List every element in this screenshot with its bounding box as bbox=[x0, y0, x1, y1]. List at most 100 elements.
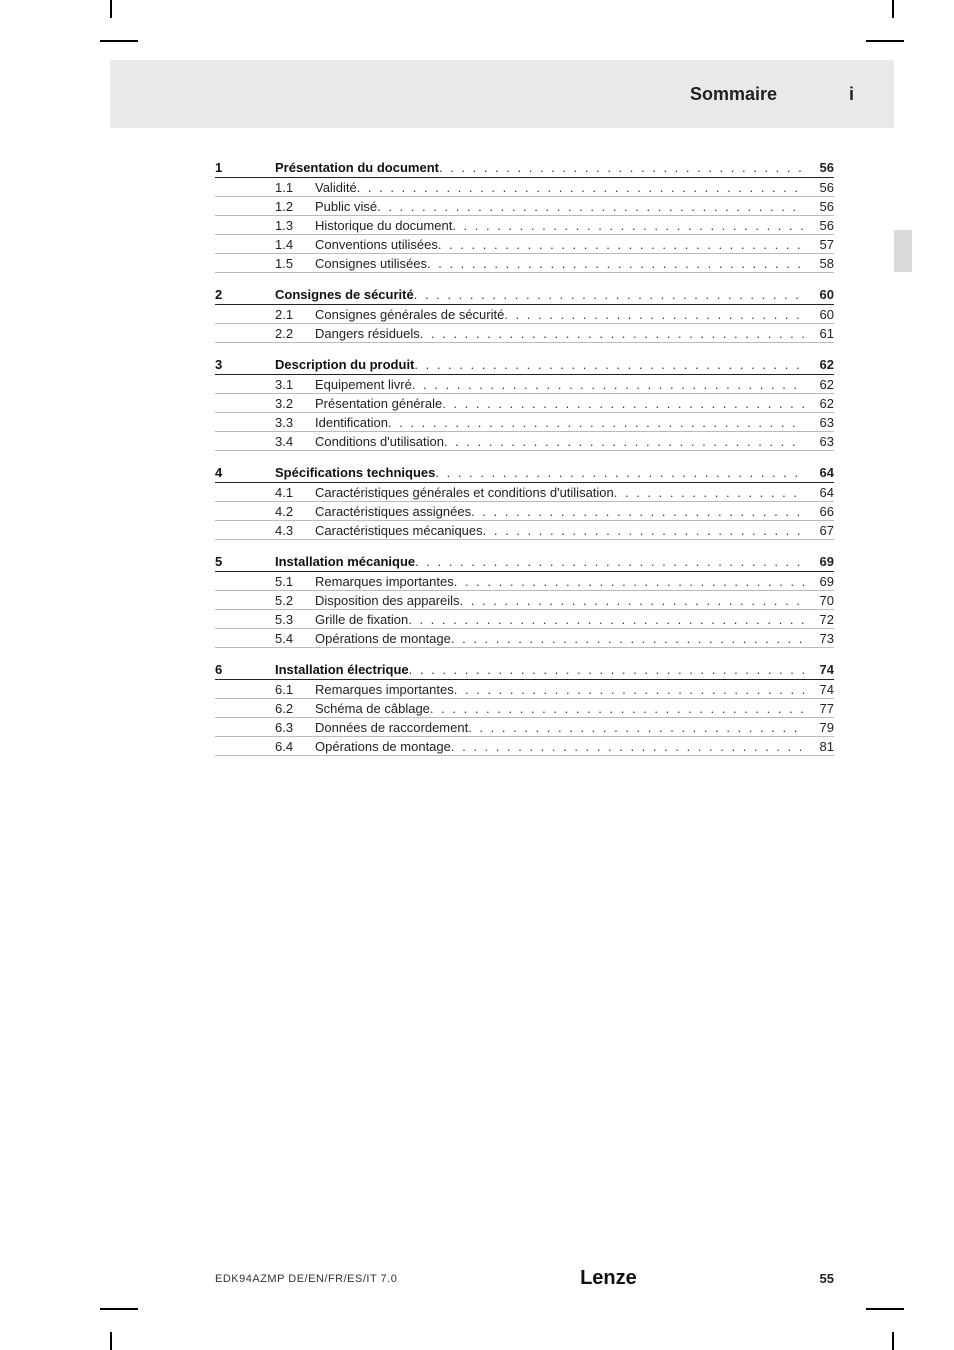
toc-sub-number: 5.1 bbox=[275, 574, 315, 589]
page: Sommaire i 1Présentation du document561.… bbox=[0, 0, 954, 1350]
toc-sub-row[interactable]: 1.1Validité56 bbox=[215, 178, 834, 197]
toc-chapter-row[interactable]: 5Installation mécanique69 bbox=[215, 554, 834, 572]
toc-sub-page: 62 bbox=[804, 396, 834, 411]
toc-chapter-title: Spécifications techniques bbox=[275, 465, 435, 480]
toc-sub-row[interactable]: 6.2Schéma de câblage77 bbox=[215, 699, 834, 718]
toc-sub-number: 6.3 bbox=[275, 720, 315, 735]
toc-leader-dots bbox=[430, 701, 804, 716]
footer-doc-ref: EDK94AZMP DE/EN/FR/ES/IT 7.0 bbox=[215, 1273, 397, 1285]
toc-sub-row[interactable]: 4.3Caractéristiques mécaniques 67 bbox=[215, 521, 834, 540]
toc-sub-row[interactable]: 6.4Opérations de montage81 bbox=[215, 737, 834, 756]
toc-chapter-number: 5 bbox=[215, 554, 275, 569]
header-title: Sommaire bbox=[690, 84, 777, 105]
toc-sub-page: 67 bbox=[804, 523, 834, 538]
toc-sub-page: 73 bbox=[804, 631, 834, 646]
toc-sub-title: Dangers résiduels bbox=[315, 326, 420, 341]
toc-sub-number: 4.3 bbox=[275, 523, 315, 538]
toc-leader-dots bbox=[468, 720, 804, 735]
toc-sub-row[interactable]: 3.3Identification63 bbox=[215, 413, 834, 432]
toc-sub-number: 2.2 bbox=[275, 326, 315, 341]
toc-leader-dots bbox=[357, 180, 804, 195]
toc-sub-row[interactable]: 1.4Conventions utilisées57 bbox=[215, 235, 834, 254]
toc-sub-title: Opérations de montage bbox=[315, 631, 451, 646]
toc-chapter: 3Description du produit623.1Equipement l… bbox=[215, 357, 834, 451]
toc-chapter-number: 4 bbox=[215, 465, 275, 480]
footer: EDK94AZMP DE/EN/FR/ES/IT 7.0 Lenze 55 bbox=[215, 1267, 834, 1290]
crop-mark bbox=[100, 40, 138, 42]
toc-leader-dots bbox=[420, 326, 804, 341]
toc-sub-row[interactable]: 2.1Consignes générales de sécurité60 bbox=[215, 305, 834, 324]
toc-sub-title: Consignes utilisées bbox=[315, 256, 427, 271]
toc-sub-page: 74 bbox=[804, 682, 834, 697]
toc-chapter-number: 1 bbox=[215, 160, 275, 175]
toc-sub-page: 79 bbox=[804, 720, 834, 735]
toc-sub-title: Caractéristiques générales et conditions… bbox=[315, 485, 614, 500]
toc-sub-row[interactable]: 1.2Public visé56 bbox=[215, 197, 834, 216]
toc-sub-number: 1.5 bbox=[275, 256, 315, 271]
toc-leader-dots bbox=[377, 199, 804, 214]
toc-leader-dots bbox=[460, 593, 804, 608]
toc-leader-dots bbox=[454, 682, 804, 697]
toc-sub-page: 72 bbox=[804, 612, 834, 627]
toc-sub-title: Remarques importantes bbox=[315, 682, 454, 697]
toc-sub-row[interactable]: 6.1Remarques importantes74 bbox=[215, 680, 834, 699]
toc-leader-dots bbox=[388, 415, 804, 430]
toc-leader-dots bbox=[442, 396, 804, 411]
toc-sub-number: 6.4 bbox=[275, 739, 315, 754]
toc-sub-number: 3.2 bbox=[275, 396, 315, 411]
toc-leader-dots bbox=[504, 307, 804, 322]
toc-sub-page: 66 bbox=[804, 504, 834, 519]
toc-sub-row[interactable]: 1.3Historique du document56 bbox=[215, 216, 834, 235]
toc-sub-row[interactable]: 4.1Caractéristiques générales et conditi… bbox=[215, 483, 834, 502]
toc-sub-row[interactable]: 4.2Caractéristiques assignées 66 bbox=[215, 502, 834, 521]
toc-leader-dots bbox=[427, 256, 804, 271]
toc-sub-title: Opérations de montage bbox=[315, 739, 451, 754]
toc-chapter-page: 62 bbox=[804, 357, 834, 372]
toc-chapter-row[interactable]: 2Consignes de sécurité60 bbox=[215, 287, 834, 305]
toc-chapter-page: 60 bbox=[804, 287, 834, 302]
toc-leader-dots bbox=[408, 612, 804, 627]
toc-chapter-row[interactable]: 3Description du produit62 bbox=[215, 357, 834, 375]
toc-sub-number: 4.2 bbox=[275, 504, 315, 519]
toc-leader-dots bbox=[614, 485, 804, 500]
toc-chapter-page: 69 bbox=[804, 554, 834, 569]
footer-logo: Lenze bbox=[580, 1267, 637, 1290]
toc-sub-row[interactable]: 1.5Consignes utilisées58 bbox=[215, 254, 834, 273]
toc-sub-row[interactable]: 6.3Données de raccordement79 bbox=[215, 718, 834, 737]
footer-page-number: 55 bbox=[820, 1271, 834, 1286]
toc-leader-dots bbox=[471, 504, 804, 519]
toc-sub-row[interactable]: 3.1Equipement livré62 bbox=[215, 375, 834, 394]
toc-sub-page: 61 bbox=[804, 326, 834, 341]
toc-chapter: 2Consignes de sécurité602.1Consignes gén… bbox=[215, 287, 834, 343]
toc-leader-dots bbox=[483, 523, 804, 538]
toc-sub-title: Validité bbox=[315, 180, 357, 195]
toc-sub-title: Caractéristiques mécaniques bbox=[315, 523, 483, 538]
toc-sub-row[interactable]: 5.3Grille de fixation72 bbox=[215, 610, 834, 629]
toc-sub-page: 69 bbox=[804, 574, 834, 589]
toc-sub-number: 4.1 bbox=[275, 485, 315, 500]
toc-chapter-row[interactable]: 6Installation électrique 74 bbox=[215, 662, 834, 680]
toc-sub-row[interactable]: 2.2Dangers résiduels 61 bbox=[215, 324, 834, 343]
toc-sub-row[interactable]: 3.2Présentation générale62 bbox=[215, 394, 834, 413]
toc-chapter: 5Installation mécanique695.1Remarques im… bbox=[215, 554, 834, 648]
toc-chapter-number: 3 bbox=[215, 357, 275, 372]
toc-sub-number: 2.1 bbox=[275, 307, 315, 322]
crop-mark bbox=[110, 1332, 112, 1350]
toc-sub-number: 1.4 bbox=[275, 237, 315, 252]
toc-chapter-number: 6 bbox=[215, 662, 275, 677]
toc-sub-row[interactable]: 5.2Disposition des appareils70 bbox=[215, 591, 834, 610]
crop-mark bbox=[866, 1308, 904, 1310]
toc-sub-title: Identification bbox=[315, 415, 388, 430]
toc-sub-page: 57 bbox=[804, 237, 834, 252]
toc-chapter-row[interactable]: 1Présentation du document56 bbox=[215, 160, 834, 178]
toc-sub-page: 64 bbox=[804, 485, 834, 500]
toc-sub-row[interactable]: 3.4Conditions d'utilisation63 bbox=[215, 432, 834, 451]
toc-sub-title: Caractéristiques assignées bbox=[315, 504, 471, 519]
toc-sub-row[interactable]: 5.4Opérations de montage73 bbox=[215, 629, 834, 648]
toc-chapter-page: 74 bbox=[804, 662, 834, 677]
toc-sub-row[interactable]: 5.1Remarques importantes69 bbox=[215, 572, 834, 591]
toc-chapter-row[interactable]: 4Spécifications techniques64 bbox=[215, 465, 834, 483]
toc-chapter-title: Installation électrique bbox=[275, 662, 409, 677]
toc-chapter-number: 2 bbox=[215, 287, 275, 302]
toc-leader-dots bbox=[444, 434, 804, 449]
